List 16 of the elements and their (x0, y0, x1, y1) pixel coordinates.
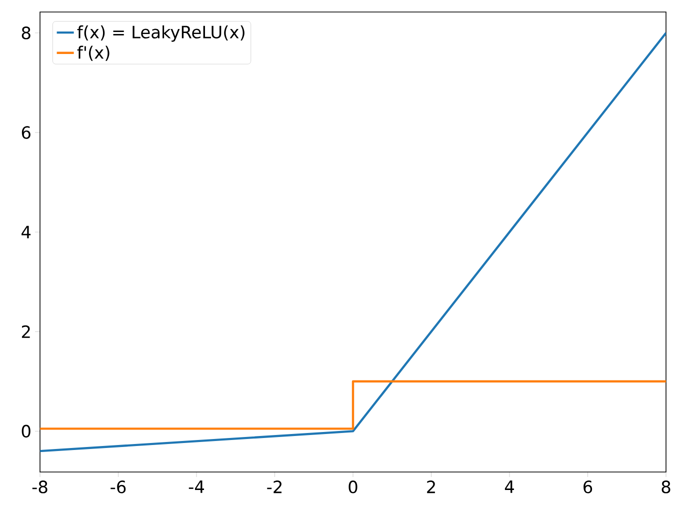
y-tick-label: 2 (22, 325, 30, 338)
x-tick-label: -8 (32, 480, 48, 494)
y-tick-label: 4 (22, 226, 31, 238)
x-tick-label: -2 (267, 480, 282, 494)
x-tick-label: 4 (504, 480, 514, 493)
x-tick-label: 2 (427, 480, 435, 494)
x-tick-label: 8 (662, 480, 670, 494)
x-tick-label: -6 (110, 480, 126, 494)
x-tick-label: 6 (584, 480, 592, 494)
x-tick-label: -4 (188, 480, 204, 493)
y-tick-label: 8 (22, 26, 30, 40)
y-tick-label: 0 (22, 424, 30, 438)
legend-label: f(x) = LeakyReLU(x) (77, 25, 244, 42)
y-tick-label: 6 (22, 126, 30, 139)
legend-label: f'(x) (77, 46, 110, 61)
x-tick-label: 0 (348, 480, 358, 494)
